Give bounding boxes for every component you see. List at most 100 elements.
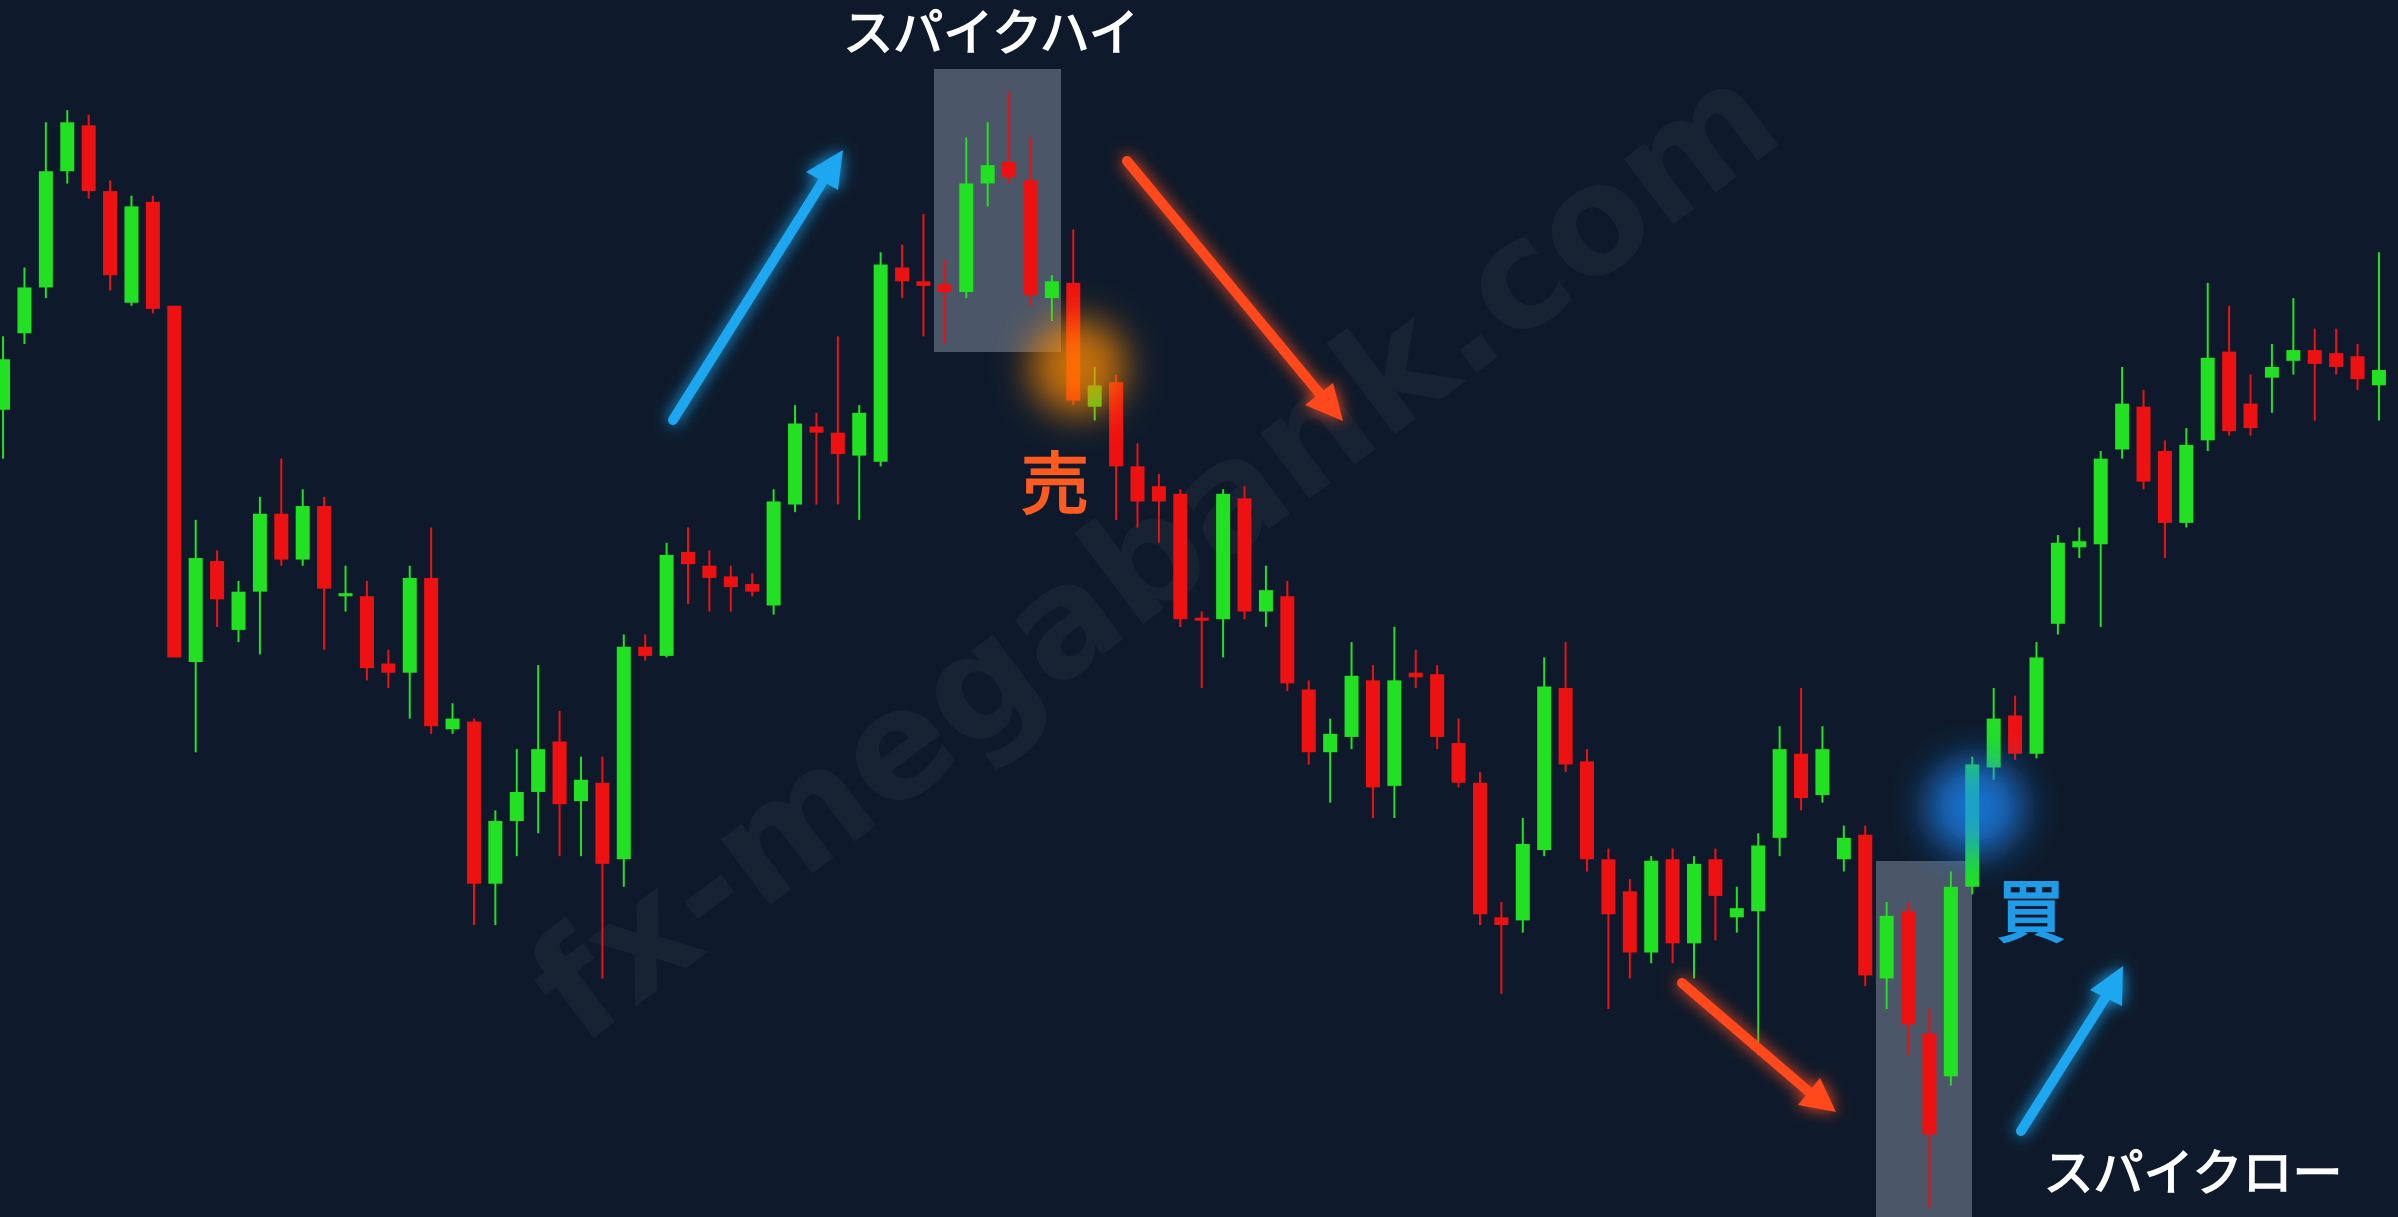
candle-body [1323, 733, 1338, 753]
spike-high-box [934, 69, 1061, 352]
candle-body [295, 506, 310, 560]
spike-low-label: スパイクロー [2044, 1145, 2343, 1203]
arrows [668, 150, 2123, 1136]
candle-body [937, 284, 952, 293]
candle-body [488, 821, 503, 884]
candle-body [2350, 356, 2365, 380]
candle-body [17, 287, 32, 334]
arrow [1677, 978, 1820, 1102]
candle-body [466, 721, 481, 884]
candle-body [723, 576, 738, 588]
candle-body [1794, 753, 1809, 799]
candle-body [531, 749, 546, 792]
candle-body [1408, 672, 1423, 678]
candle-body [2029, 657, 2044, 754]
candle-body [38, 171, 53, 288]
candle-body [2115, 403, 2130, 450]
candle-body [2136, 406, 2151, 482]
candle-body [2371, 369, 2386, 386]
buy-label: 買 [1997, 875, 2065, 954]
candle-body [1858, 834, 1873, 976]
candle-body [745, 584, 760, 592]
candle-body [1729, 908, 1744, 918]
arrow [668, 165, 835, 425]
candle-body [1537, 686, 1552, 851]
candle-body [852, 412, 867, 456]
candle-body [702, 565, 717, 578]
candle-body [552, 741, 567, 805]
candle-body [359, 596, 374, 669]
candle-body [1109, 382, 1124, 467]
candle-body [317, 506, 332, 589]
candle-body [252, 513, 267, 592]
candle-body [1922, 1033, 1937, 1135]
arrow-head [1305, 383, 1343, 421]
candle-body [103, 191, 118, 276]
candle-body [1173, 493, 1188, 620]
candle-body [167, 305, 182, 658]
candle-body [1772, 749, 1787, 838]
candle-body [1365, 680, 1380, 788]
candle-body [573, 779, 588, 802]
candle-body [873, 264, 888, 462]
candle-body [1687, 863, 1702, 944]
candle-body [830, 432, 845, 455]
candle-body [1558, 688, 1573, 765]
candle-body [616, 646, 631, 860]
candle-body [1515, 843, 1530, 921]
candle-body [1494, 917, 1509, 925]
spike-high-label: スパイクハイ [843, 5, 1139, 63]
candle-body [1194, 617, 1209, 621]
candle-body [1644, 860, 1659, 953]
candle-body [1879, 915, 1894, 979]
arrow [2016, 985, 2115, 1136]
candle-body [81, 125, 96, 192]
arrow-head [806, 150, 843, 190]
candle-body [595, 782, 610, 864]
arrow [1122, 156, 1330, 405]
candle-body [1280, 596, 1295, 684]
candle-body [1237, 498, 1252, 612]
candle-body [1301, 689, 1316, 753]
candle-body [1130, 466, 1145, 502]
candle-body [509, 791, 524, 822]
candle-body [1751, 845, 1766, 912]
candle-body [959, 183, 974, 293]
candle-body [0, 359, 11, 410]
candle-body [2286, 350, 2301, 361]
candle-body [1387, 680, 1402, 786]
candle-body [1044, 281, 1059, 299]
candle-body [1430, 674, 1445, 737]
candle-body [1622, 891, 1637, 953]
candle-body [1344, 675, 1359, 737]
candle-body [2072, 541, 2087, 548]
candle-body [1472, 782, 1487, 915]
candle-body [338, 593, 353, 597]
candle-body [231, 591, 246, 630]
candle-body [1943, 886, 1958, 1077]
sell-label: 売 [1021, 447, 1089, 526]
candle-body [2157, 451, 2172, 523]
candle-body [381, 663, 396, 673]
candle-body [2179, 444, 2194, 523]
candle-body [145, 201, 160, 309]
buy-glow [1927, 759, 2023, 855]
candles [0, 91, 2386, 1208]
candle-body [638, 646, 653, 656]
candle-body [1023, 180, 1038, 296]
candle-body [1579, 761, 1594, 860]
candle-body [1216, 493, 1231, 620]
candle-body [1815, 749, 1830, 796]
candle-body [766, 501, 781, 606]
candle-body [2200, 357, 2215, 441]
sell-glow [1030, 319, 1126, 415]
candle-body [1836, 837, 1851, 860]
candle-body [2243, 403, 2258, 429]
candle-body [681, 551, 696, 565]
candle-body [2329, 353, 2344, 367]
candle-body [124, 206, 139, 303]
candle-body [895, 267, 910, 282]
candle-body [916, 281, 931, 286]
